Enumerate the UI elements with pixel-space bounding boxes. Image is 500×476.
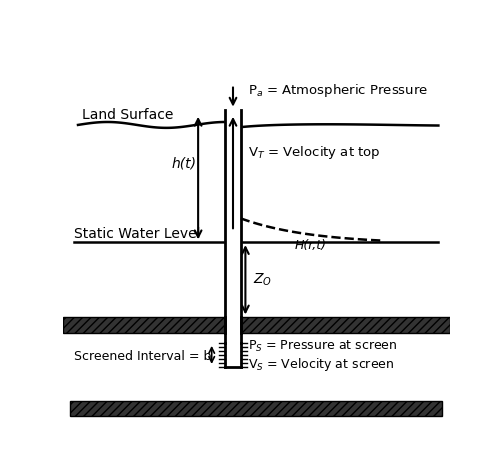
Text: h(t): h(t) <box>171 157 196 170</box>
Text: Static Water Level: Static Water Level <box>74 227 200 241</box>
Text: V$_S$ = Velocity at screen: V$_S$ = Velocity at screen <box>248 356 395 373</box>
Text: Land Surface: Land Surface <box>82 108 174 122</box>
Text: H(r,t): H(r,t) <box>295 239 327 252</box>
Text: P$_S$ = Pressure at screen: P$_S$ = Pressure at screen <box>248 339 398 355</box>
Text: Screened Interval = b: Screened Interval = b <box>74 350 212 363</box>
Text: Z$_O$: Z$_O$ <box>253 272 272 288</box>
Text: V$_T$ = Velocity at top: V$_T$ = Velocity at top <box>248 144 381 161</box>
Bar <box>62 317 450 333</box>
Bar <box>70 401 442 416</box>
Text: P$_a$ = Atmospheric Pressure: P$_a$ = Atmospheric Pressure <box>248 81 428 99</box>
